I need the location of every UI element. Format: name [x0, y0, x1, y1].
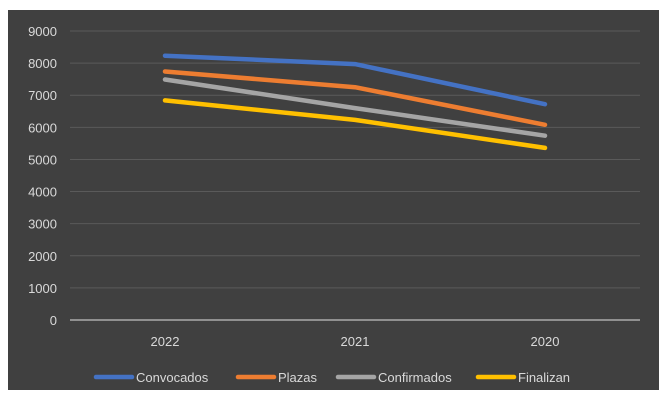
legend-label-confirmados: Confirmados	[378, 370, 452, 385]
chart-background	[8, 10, 659, 390]
y-tick-label: 0	[50, 313, 57, 328]
series-lines	[162, 53, 548, 151]
legend-label-convocados: Convocados	[136, 370, 209, 385]
y-tick-label: 1000	[28, 281, 57, 296]
legend: Convocados Plazas Confirmados Finalizan	[93, 370, 570, 385]
y-tick-label: 9000	[28, 24, 57, 39]
series-line-finalizan	[162, 98, 548, 151]
series-line-confirmados	[162, 77, 548, 138]
legend-label-plazas: Plazas	[278, 370, 318, 385]
series-line-convocados	[162, 53, 548, 107]
y-tick-label: 6000	[28, 120, 57, 135]
x-tick-label: 2021	[341, 334, 370, 349]
x-tick-label: 2020	[531, 334, 560, 349]
gridlines	[70, 30, 640, 289]
x-tick-label: 2022	[151, 334, 180, 349]
y-tick-label: 8000	[28, 56, 57, 71]
x-axis: 2022 2021 2020	[70, 319, 640, 349]
y-tick-label: 7000	[28, 88, 57, 103]
y-axis: 0 1000 2000 3000 4000 5000 6000 7000 8000 9000	[28, 24, 57, 328]
y-tick-label: 3000	[28, 217, 57, 232]
legend-label-finalizan: Finalizan	[518, 370, 570, 385]
y-tick-label: 2000	[28, 249, 57, 264]
y-tick-label: 4000	[28, 185, 57, 200]
y-tick-label: 5000	[28, 152, 57, 167]
